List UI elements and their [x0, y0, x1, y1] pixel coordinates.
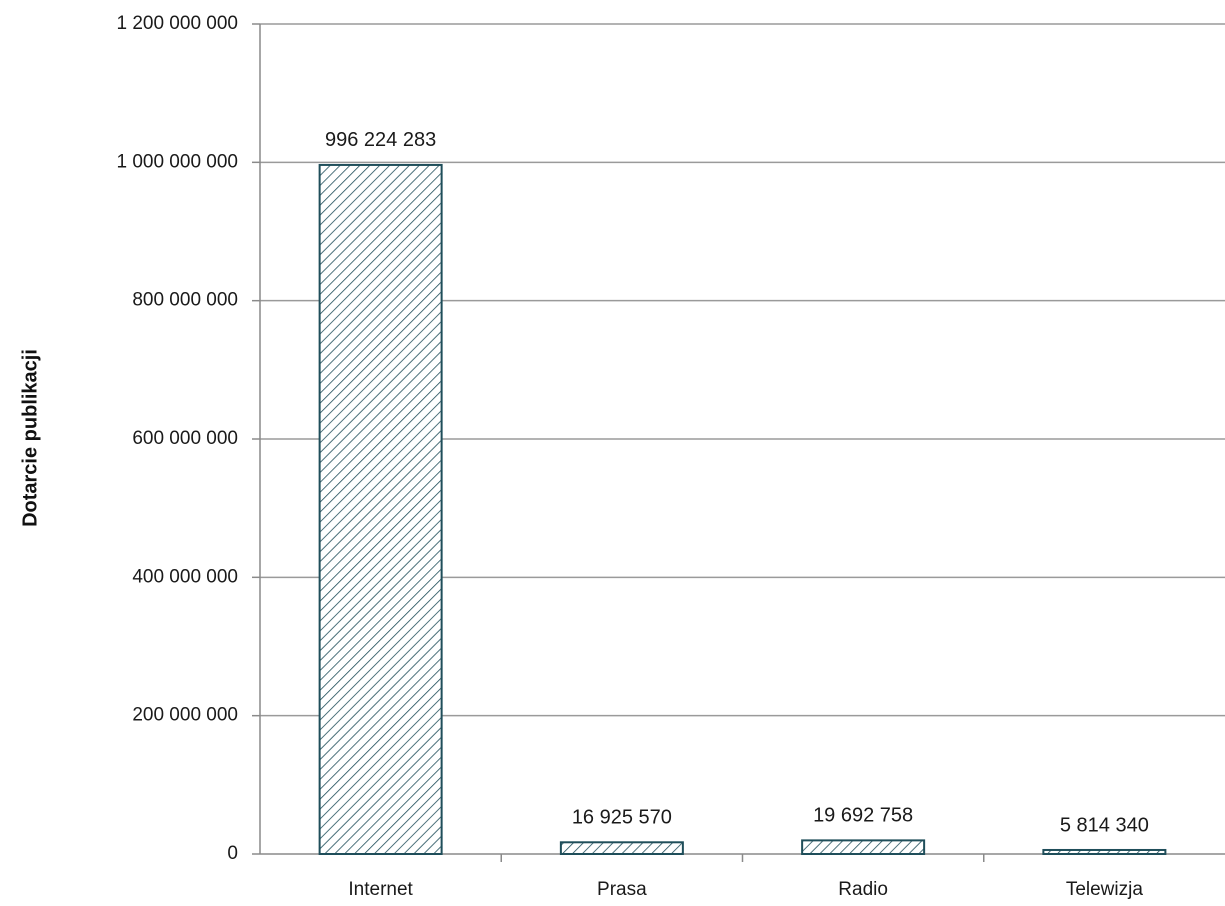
- x-tick-label-telewizja: Telewizja: [1066, 879, 1144, 900]
- data-label-radio: 19 692 758: [813, 805, 913, 827]
- x-tick-label-radio: Radio: [838, 879, 888, 900]
- bars: [318, 163, 1167, 856]
- bar-radio: [801, 839, 926, 855]
- x-tick-label-internet: Internet: [348, 879, 413, 900]
- y-tick-label: 600 000 000: [132, 428, 238, 449]
- y-axis-title: Dotarcie publikacji: [19, 349, 41, 527]
- bar-internet: [318, 163, 443, 855]
- y-tick-label: 0: [227, 843, 238, 864]
- labels: 0 200 000 000 400 000 000 600 000 000 800 00…: [116, 13, 1148, 900]
- data-label-prasa: 16 925 570: [572, 807, 672, 829]
- bar-prasa: [559, 841, 684, 856]
- y-tick-label: 200 000 000: [132, 705, 238, 726]
- y-tick-label: 1 000 000 000: [116, 151, 238, 172]
- x-tick-label-prasa: Prasa: [597, 879, 647, 900]
- data-label-internet: 996 224 283: [325, 129, 436, 151]
- y-tick-label: 800 000 000: [132, 290, 238, 311]
- bar-telewizja: [1042, 848, 1167, 855]
- data-label-telewizja: 5 814 340: [1060, 814, 1149, 836]
- y-tick-label: 400 000 000: [132, 566, 238, 587]
- y-tick-label: 1 200 000 000: [116, 13, 238, 34]
